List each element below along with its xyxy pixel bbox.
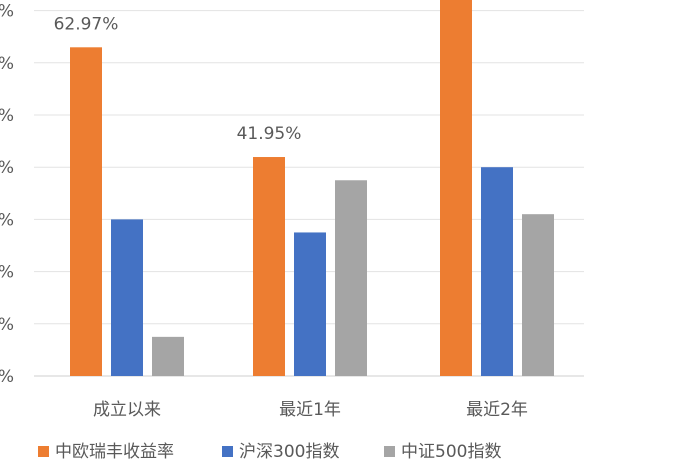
bar [481, 167, 513, 376]
y-tick-label: % [0, 367, 14, 387]
y-tick-label: % [0, 210, 14, 230]
x-category-label: 成立以来 [93, 400, 161, 420]
y-tick-label: % [0, 315, 14, 335]
bar [522, 214, 554, 376]
legend-label: 中欧瑞丰收益率 [55, 442, 174, 462]
bar [294, 232, 326, 376]
data-label: 62.97% [54, 14, 119, 34]
x-category-label: 最近1年 [279, 400, 341, 420]
legend-swatch [384, 446, 395, 457]
y-tick-label: % [0, 106, 14, 126]
y-tick-label: % [0, 2, 14, 22]
x-category-label: 最近2年 [466, 400, 528, 420]
bar [440, 0, 472, 376]
bar [152, 336, 184, 376]
x-axis-categories: 成立以来 最近1年 最近2年 [93, 400, 528, 420]
legend-label: 中证500指数 [401, 442, 501, 462]
y-axis-ticks: %%%%%%%% [0, 2, 14, 387]
bars [70, 0, 554, 376]
y-tick-label: % [0, 158, 14, 178]
legend-swatch [222, 446, 233, 457]
data-label: 41.95% [237, 124, 302, 144]
bar [253, 157, 285, 376]
bar [70, 47, 102, 376]
legend: 中欧瑞丰收益率 沪深300指数 中证500指数 [38, 442, 501, 462]
bar [335, 180, 367, 376]
y-tick-label: % [0, 263, 14, 283]
bar [111, 219, 143, 376]
y-tick-label: % [0, 54, 14, 74]
legend-label: 沪深300指数 [239, 442, 339, 462]
data-labels: 62.97% 41.95% [54, 14, 302, 144]
legend-swatch [38, 446, 49, 457]
